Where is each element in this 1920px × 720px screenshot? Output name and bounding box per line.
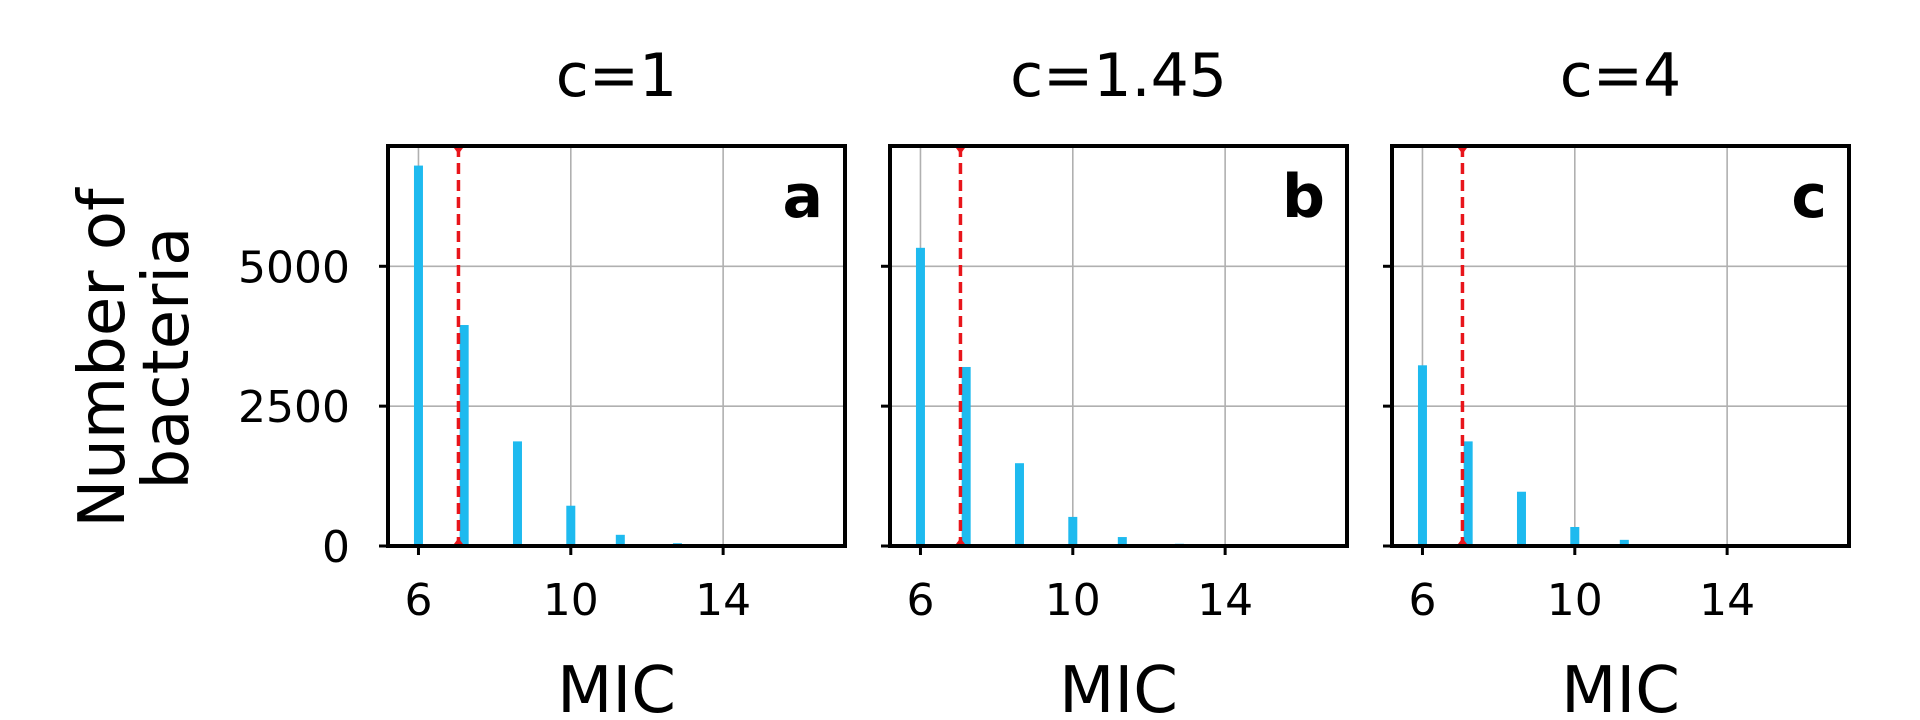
x-axis-label: MIC (1059, 654, 1178, 720)
bar (1014, 463, 1024, 546)
bar (566, 505, 576, 546)
x-tick-label: 14 (1699, 575, 1755, 626)
x-axis-label: MIC (1561, 654, 1680, 720)
x-axis-label: MIC (557, 654, 676, 720)
panel-b (881, 144, 1349, 555)
panel-title: c=4 (1560, 41, 1681, 111)
panel-c (1383, 144, 1851, 555)
x-tick-label: 14 (695, 575, 751, 626)
panel-letter: b (1282, 162, 1325, 232)
bar (1463, 441, 1473, 546)
plot-frame (1390, 144, 1851, 548)
y-tick-label: 0 (322, 522, 350, 573)
bar (459, 325, 469, 546)
bar (413, 165, 423, 546)
x-tick-label: 14 (1197, 575, 1253, 626)
bar (915, 247, 925, 546)
panel-title: c=1.45 (1010, 41, 1227, 111)
y-axis-label-line: Number of (66, 187, 140, 528)
x-tick-label: 10 (543, 575, 599, 626)
x-tick-label: 6 (404, 575, 432, 626)
bar (1117, 537, 1127, 546)
x-tick-label: 10 (1547, 575, 1603, 626)
bar (1619, 539, 1629, 546)
bar (1570, 526, 1580, 546)
plot-frame (888, 144, 1349, 548)
panel-letter: a (783, 162, 824, 232)
y-tick-label: 2500 (238, 382, 350, 433)
bar (512, 441, 522, 546)
bar (1417, 365, 1427, 546)
x-tick-label: 6 (1408, 575, 1436, 626)
bar (1068, 516, 1078, 546)
panel-title: c=1 (556, 41, 677, 111)
plot-frame (386, 144, 847, 548)
y-axis-label: Number ofbacteria (66, 187, 204, 528)
x-tick-label: 10 (1045, 575, 1101, 626)
y-tick-label: 5000 (238, 242, 350, 293)
x-tick-label: 6 (906, 575, 934, 626)
bar (1516, 491, 1526, 546)
bar (615, 534, 625, 546)
y-axis-label-line: bacteria (130, 227, 204, 490)
bar (961, 366, 971, 546)
panel-a (379, 144, 847, 555)
panel-letter: c (1791, 162, 1827, 232)
